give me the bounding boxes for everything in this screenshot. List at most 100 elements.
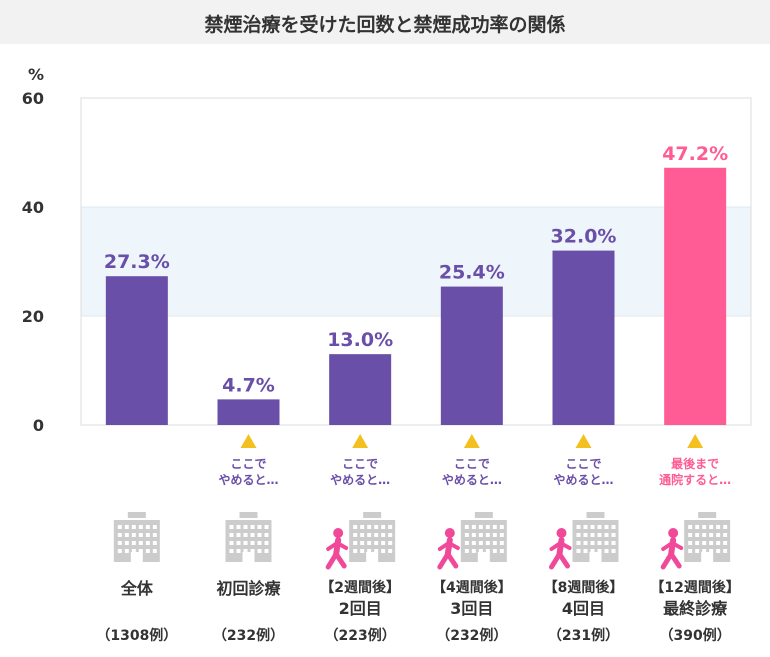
walker-arms [661, 540, 684, 551]
building-window [367, 533, 372, 537]
category-label: 3回目 [450, 599, 493, 618]
building-window [374, 533, 379, 537]
building-window [590, 525, 595, 529]
building-window [478, 533, 483, 537]
walker-head [668, 528, 679, 538]
building-window [145, 525, 150, 529]
building-window [131, 525, 136, 529]
building-window [499, 549, 504, 553]
building-window [264, 533, 269, 537]
building-window [264, 541, 269, 545]
building-sign [239, 512, 258, 518]
building-window [716, 533, 721, 537]
building-window [471, 541, 476, 545]
building-window [485, 549, 490, 553]
building-window [597, 525, 602, 529]
y-tick-label: 40 [22, 198, 44, 217]
building-window [478, 541, 483, 545]
building-window [590, 541, 595, 545]
bar [105, 276, 168, 425]
building-window [723, 533, 728, 537]
up-arrow-icon [463, 434, 480, 448]
building-window [485, 533, 490, 537]
building-window [485, 541, 490, 545]
building-window [702, 533, 707, 537]
building-window [236, 533, 241, 537]
building-window [388, 541, 393, 545]
building-window [723, 525, 728, 529]
building-window [145, 549, 150, 553]
building-window [381, 541, 386, 545]
building-window [138, 549, 143, 553]
building-sign [586, 512, 605, 518]
stop-note: ここで [230, 457, 266, 471]
bar [664, 167, 727, 425]
building-door [589, 552, 602, 562]
building-icon [460, 512, 507, 562]
building-window [695, 549, 700, 553]
building-window [250, 549, 255, 553]
building-window [604, 541, 609, 545]
building-window [611, 541, 616, 545]
building-window [131, 549, 136, 553]
building-window [611, 533, 616, 537]
building-window [367, 541, 372, 545]
building-window [576, 525, 581, 529]
building-window [464, 525, 469, 529]
building-window [138, 525, 143, 529]
building-window [236, 525, 241, 529]
building-window [590, 549, 595, 553]
building-window [478, 549, 483, 553]
walker-legs [325, 551, 347, 570]
title-bar [0, 0, 770, 44]
building-window [709, 549, 714, 553]
building-window [709, 525, 714, 529]
building-window [257, 525, 262, 529]
building-window [243, 549, 248, 553]
building-window [688, 525, 693, 529]
building-window [590, 533, 595, 537]
walking-person-icon [325, 528, 349, 570]
building-icon [113, 512, 160, 562]
walker-legs [660, 551, 682, 570]
building-window [492, 541, 497, 545]
building-window [257, 541, 262, 545]
building-window [597, 549, 602, 553]
stop-note: ここで [454, 457, 490, 471]
building-window [145, 533, 150, 537]
building-window [243, 541, 248, 545]
walker-head [556, 528, 567, 538]
building-window [478, 525, 483, 529]
building-window [124, 549, 129, 553]
building-window [499, 541, 504, 545]
category-sample-size: （232例） [213, 627, 284, 644]
building-window [374, 525, 379, 529]
walker-arms [437, 540, 460, 551]
building-window [353, 541, 358, 545]
building-window [236, 549, 241, 553]
building-window [464, 541, 469, 545]
bar-value-label: 13.0% [327, 329, 393, 351]
building-window [723, 549, 728, 553]
building-window [353, 533, 358, 537]
building-window [695, 541, 700, 545]
walker-head [444, 528, 455, 538]
building-window [388, 549, 393, 553]
category-sample-size: （390例） [660, 627, 731, 644]
building-window [716, 541, 721, 545]
chart-title: 禁煙治療を受けた回数と禁煙成功率の関係 [204, 14, 566, 36]
building-icon [225, 512, 272, 562]
building-window [492, 549, 497, 553]
y-tick-label: 20 [22, 307, 44, 326]
bar [217, 399, 280, 425]
building-window [257, 549, 262, 553]
building-window [583, 533, 588, 537]
building-window [124, 541, 129, 545]
building-window [374, 541, 379, 545]
walker-head [333, 528, 344, 538]
category-timing: 【12週間後】 [650, 579, 739, 596]
building-window [152, 525, 157, 529]
building-window [124, 533, 129, 537]
building-door [366, 552, 379, 562]
building-window [360, 533, 365, 537]
